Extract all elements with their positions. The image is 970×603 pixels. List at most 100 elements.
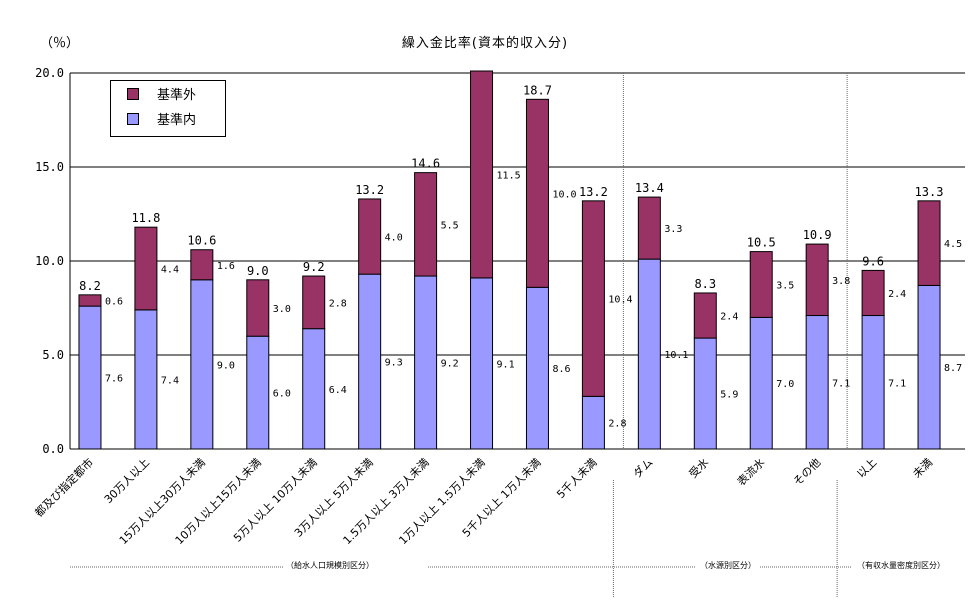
bar-outer-11: [693, 292, 717, 339]
data-label-total: 10.5: [747, 236, 776, 250]
data-label-outer: 3.5: [776, 281, 794, 292]
bar-inner-7: [470, 277, 494, 450]
data-label-outer: 3.8: [832, 276, 850, 287]
legend-label-outer: 基準外: [157, 88, 197, 103]
x-tick-label: 受水: [687, 456, 712, 481]
data-label-total: 18.7: [523, 83, 552, 97]
data-label-inner: 5.9: [720, 390, 738, 401]
data-label-total: 10.9: [803, 228, 832, 242]
data-label-outer: 10.0: [552, 189, 576, 200]
bar-inner-8: [525, 286, 549, 450]
data-label-inner: 7.0: [776, 379, 794, 390]
bar-inner-10: [637, 258, 661, 450]
legend: 基準外 基準内: [110, 80, 226, 137]
bar-outer-6: [414, 172, 438, 277]
y-tick-label: 10.0: [35, 254, 64, 268]
bar-inner-14: [861, 315, 885, 450]
y-tick-label: 0.0: [42, 442, 64, 456]
y-tick-label: 15.0: [35, 160, 64, 174]
bar-inner-2: [190, 279, 214, 450]
bar-inner-9: [581, 395, 605, 450]
data-label-outer: 4.0: [385, 233, 403, 244]
bar-outer-13: [805, 243, 829, 317]
bar-outer-10: [637, 196, 661, 260]
bar-outer-0: [78, 294, 102, 307]
data-label-outer: 2.4: [720, 312, 738, 323]
data-label-inner: 7.6: [105, 374, 123, 385]
data-label-total: 13.2: [355, 183, 384, 197]
data-label-inner: 9.3: [385, 358, 403, 369]
data-label-inner: 9.2: [441, 359, 459, 370]
data-label-outer: 4.4: [161, 265, 179, 276]
data-label-total: 13.2: [579, 185, 608, 199]
data-label-total: 8.3: [694, 277, 716, 291]
bar-inner-0: [78, 305, 102, 450]
data-label-outer: 10.4: [608, 295, 632, 306]
x-tick-label: 以上: [854, 456, 879, 481]
bar-outer-15: [917, 200, 941, 286]
data-label-total: 14.6: [411, 157, 440, 171]
data-label-inner: 6.4: [329, 385, 347, 396]
data-label-inner: 7.1: [888, 378, 906, 389]
data-label-total: 9.0: [247, 264, 269, 278]
legend-label-inner: 基準内: [157, 113, 197, 128]
x-tick-label: ダム: [630, 455, 655, 480]
bar-inner-5: [358, 273, 382, 450]
bar-inner-4: [302, 328, 326, 450]
bar-inner-6: [414, 275, 438, 450]
bar-outer-12: [749, 251, 773, 318]
data-label-outer: 11.5: [497, 170, 521, 181]
legend-swatch-inner: [127, 112, 139, 125]
bar-inner-3: [246, 335, 270, 450]
data-label-inner: 2.8: [608, 419, 626, 430]
data-label-total: 13.4: [635, 181, 664, 195]
data-label-inner: 9.0: [217, 360, 235, 371]
group-label-source: （水源別区分）: [700, 561, 756, 570]
bar-outer-2: [190, 249, 214, 281]
data-label-inner: 10.1: [664, 350, 688, 361]
bar-inner-15: [917, 284, 941, 450]
data-label-outer: 1.6: [217, 261, 235, 272]
chart-title: 繰入金比率(資本的収入分): [401, 36, 569, 51]
data-label-outer: 5.5: [441, 220, 459, 231]
bar-outer-4: [302, 275, 326, 330]
bar-outer-5: [358, 198, 382, 275]
data-label-total: 8.2: [79, 279, 101, 293]
data-label-total: 10.6: [187, 234, 216, 248]
y-axis-unit: （％）: [40, 36, 80, 51]
x-tick-label: 未満: [910, 456, 935, 481]
data-label-inner: 8.6: [552, 364, 570, 375]
y-tick-label: 20.0: [35, 66, 64, 80]
data-label-inner: 8.7: [944, 363, 962, 374]
bar-outer-1: [134, 226, 158, 311]
y-tick-label: 5.0: [42, 348, 64, 362]
legend-item-outer: 基準外: [111, 81, 225, 106]
data-label-outer: 4.5: [944, 239, 962, 250]
x-tick-label: 5千人未満: [554, 456, 599, 501]
x-tick-label: その他: [791, 456, 824, 489]
data-label-inner: 6.0: [273, 389, 291, 400]
legend-swatch-outer: [127, 87, 139, 100]
group-label-density: （有収水量密度別区分）: [857, 561, 945, 570]
data-label-total: 9.6: [862, 254, 884, 268]
bar-outer-3: [246, 279, 270, 337]
legend-item-inner: 基準内: [111, 106, 225, 131]
data-label-outer: 2.8: [329, 298, 347, 309]
bar-inner-13: [805, 315, 829, 450]
bar-outer-14: [861, 269, 885, 317]
data-label-total: 11.8: [131, 211, 160, 225]
x-tick-label: 都及び指定都市: [32, 455, 96, 519]
x-tick-label: 表流水: [734, 455, 767, 488]
data-label-inner: 7.4: [161, 375, 179, 386]
data-label-total: 9.2: [303, 260, 325, 274]
data-label-outer: 0.6: [105, 296, 123, 307]
data-label-inner: 9.1: [497, 359, 515, 370]
group-label-population: （給水人口規模別区分）: [286, 561, 374, 570]
data-label-outer: 2.4: [888, 289, 906, 300]
bar-outer-9: [581, 200, 605, 397]
bar-inner-12: [749, 316, 773, 450]
bar-inner-11: [693, 337, 717, 450]
bar-inner-1: [134, 309, 158, 450]
data-label-outer: 3.0: [273, 304, 291, 315]
data-label-total: 13.3: [915, 185, 944, 199]
